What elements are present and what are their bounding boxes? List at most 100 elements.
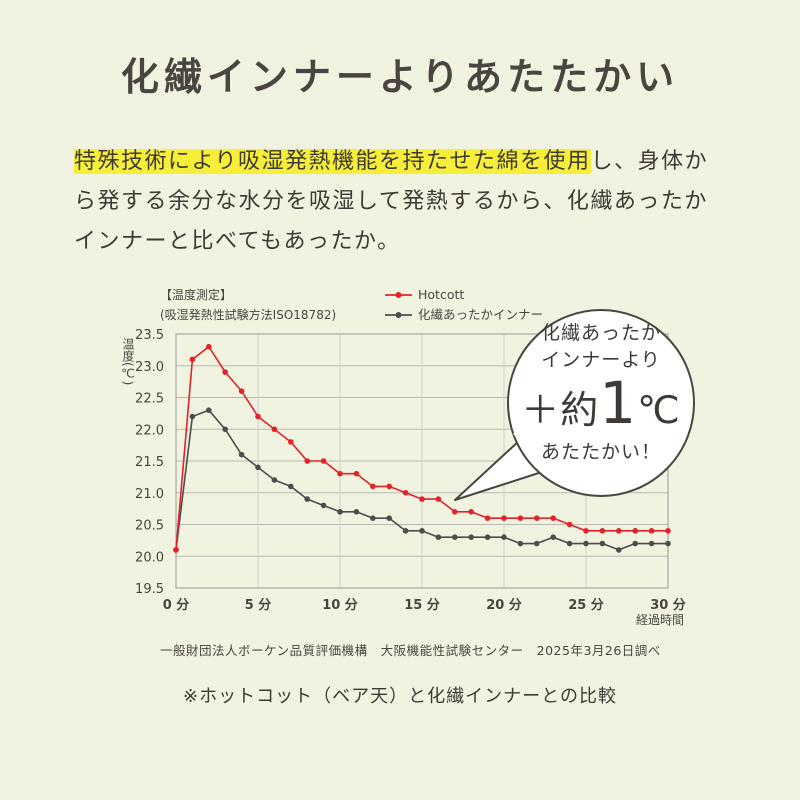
x-tick-label: 10 分 — [322, 597, 358, 613]
test-method: (吸湿発熱性試験方法ISO18782) — [160, 307, 336, 322]
x-tick-label: 15 分 — [404, 597, 440, 613]
description-text: 特殊技術により吸湿発熱機能を持たせた綿を使用し、身体か ら発する余分な水分を吸湿… — [74, 142, 734, 262]
y-tick-label: 20.5 — [135, 519, 164, 534]
data-point — [566, 521, 573, 528]
data-point — [599, 540, 606, 547]
highlighted-text: 特殊技術により吸湿発熱機能を持たせた綿を使用 — [74, 149, 591, 174]
bubble-text: 化繊あったか インナーより ＋約1℃ あたたかい！ — [512, 320, 690, 466]
data-point — [419, 496, 425, 502]
data-point — [468, 509, 475, 515]
y-tick-label: 23.5 — [135, 328, 164, 343]
data-point — [599, 528, 606, 534]
data-point — [665, 540, 671, 547]
legend-marker-hotcott — [395, 292, 402, 298]
data-point — [402, 528, 409, 534]
data-point — [665, 528, 671, 534]
data-point — [255, 413, 261, 420]
data-point — [501, 534, 507, 540]
data-point — [353, 509, 360, 515]
legend-marker-synthetic — [395, 312, 402, 318]
data-point — [386, 483, 393, 490]
chart-ticks: 19.5 20.0 20.5 21.0 21.5 22.0 22.5 23.0 23.5 0 分 5… — [135, 328, 686, 613]
data-point — [288, 439, 294, 445]
data-point — [189, 356, 196, 363]
data-point — [484, 515, 491, 521]
x-tick-label: 5 分 — [245, 597, 272, 613]
description-line2: ら発する余分な水分を吸湿して発熱するから、化繊あったか — [74, 189, 708, 214]
data-point — [271, 477, 278, 483]
data-point — [402, 489, 409, 496]
y-tick-label: 22.0 — [135, 423, 164, 438]
data-point — [370, 483, 376, 490]
y-tick-label: 21.0 — [135, 487, 164, 502]
x-tick-label: 25 分 — [568, 597, 604, 613]
data-point — [468, 534, 475, 540]
bubble-line1: 化繊あったか — [540, 322, 661, 344]
data-point — [632, 540, 638, 547]
legend: Hotcott 化繊あったかインナー — [385, 287, 543, 322]
description-line1-rest: し、身体か — [590, 149, 709, 174]
data-point — [452, 509, 458, 515]
y-tick-label: 22.5 — [135, 392, 164, 407]
data-point — [616, 547, 622, 553]
data-point — [616, 528, 622, 534]
ylabel: 温度(℃) — [121, 338, 135, 386]
data-point — [534, 515, 540, 521]
bubble-tail-join — [512, 430, 543, 468]
headline: 化繊インナーよりあたたかい — [120, 55, 680, 99]
data-point — [206, 343, 212, 350]
bubble-number: 1 — [599, 369, 638, 437]
data-point — [304, 496, 311, 502]
data-point — [386, 515, 393, 521]
bubble-unit: ℃ — [637, 388, 681, 432]
data-point — [173, 547, 179, 553]
x-tick-label: 0 分 — [163, 597, 190, 613]
legend-label-hotcott: Hotcott — [418, 287, 464, 302]
data-point — [337, 509, 343, 515]
legend-label-synthetic: 化繊あったかインナー — [418, 307, 543, 322]
data-point — [337, 470, 343, 477]
data-point — [501, 515, 507, 521]
y-tick-label: 19.5 — [135, 582, 164, 597]
bubble-circle — [507, 309, 695, 497]
data-point — [353, 470, 360, 477]
data-point — [320, 458, 327, 464]
data-point — [435, 496, 442, 502]
data-point — [320, 502, 327, 509]
x-tick-label: 30 分 — [650, 597, 686, 613]
data-point — [206, 407, 212, 414]
data-point — [550, 534, 556, 540]
x-axis-label: 経過時間 — [636, 613, 684, 627]
y-axis-label: 温度(℃) — [121, 338, 135, 386]
y-tick-label: 23.0 — [135, 360, 164, 375]
y-tick-label: 21.5 — [135, 455, 164, 470]
test-credit: 一般財団法人ボーケン品質評価機構 大阪機能性試験センター 2025年3月26日調… — [160, 643, 661, 658]
data-point — [648, 528, 655, 534]
data-point — [304, 458, 311, 464]
data-point — [288, 483, 294, 490]
data-point — [370, 515, 376, 521]
data-point — [238, 451, 245, 458]
data-point — [632, 528, 638, 534]
test-label: 【温度測定】 — [160, 287, 232, 302]
data-point — [238, 388, 245, 394]
data-point — [222, 369, 228, 375]
footnote: ※ホットコット（ベア天）と化繊インナーとの比較 — [183, 686, 617, 707]
data-point — [517, 515, 524, 521]
bubble-prefix: ＋約 — [521, 388, 600, 432]
data-point — [550, 515, 556, 521]
y-tick-label: 20.0 — [135, 550, 164, 565]
data-point — [517, 540, 524, 547]
series-hotcott — [173, 343, 671, 553]
data-point — [435, 534, 442, 540]
bubble-line2: インナーより — [541, 349, 661, 371]
data-point — [566, 540, 573, 547]
data-point — [271, 426, 278, 433]
data-point — [583, 528, 589, 534]
x-tick-label: 20 分 — [486, 597, 522, 613]
bubble-line3: ＋約1℃ — [512, 374, 690, 439]
data-point — [648, 540, 655, 547]
data-point — [534, 540, 540, 547]
data-point — [255, 464, 261, 471]
